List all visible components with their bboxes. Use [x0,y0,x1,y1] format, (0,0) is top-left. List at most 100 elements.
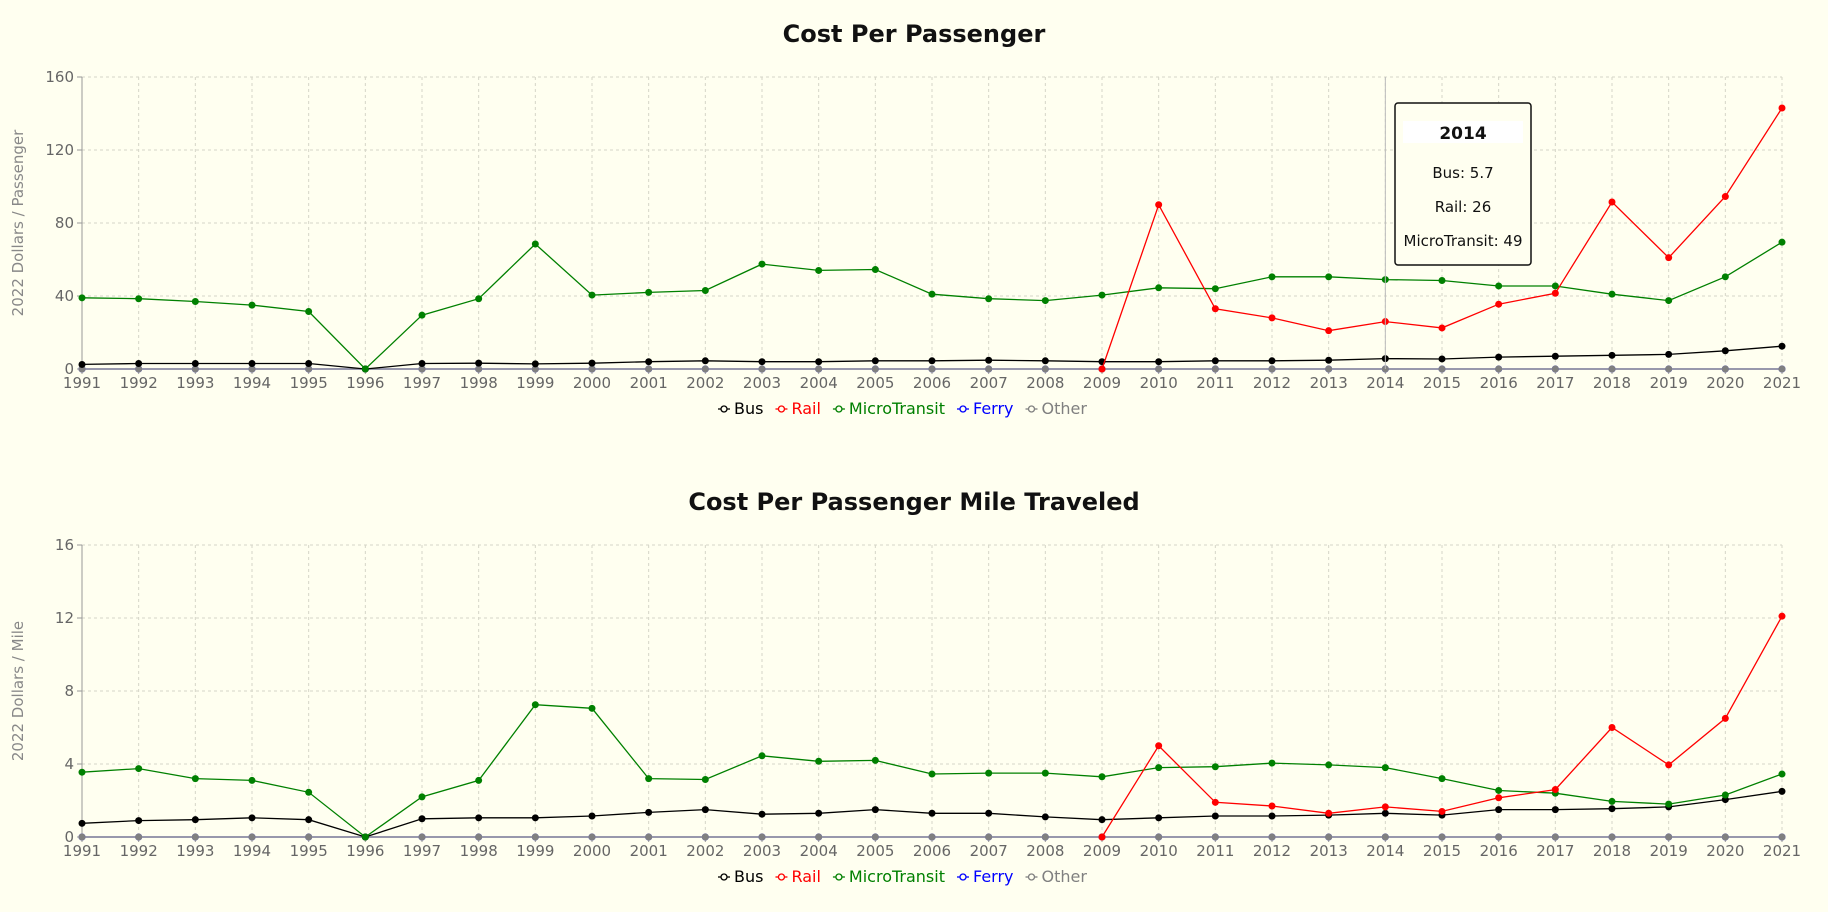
data-point-microtransit[interactable] [1041,297,1049,305]
data-point-other[interactable] [191,833,199,841]
legend-item-rail[interactable]: Rail [775,399,821,418]
data-point-other[interactable] [1211,365,1219,373]
data-point-other[interactable] [1665,365,1673,373]
data-point-rail[interactable] [1098,365,1106,373]
data-point-other[interactable] [191,365,199,373]
legend-item-other[interactable]: Other [1025,399,1088,418]
data-point-microtransit[interactable] [135,765,143,773]
series-rail[interactable] [1098,612,1786,841]
data-point-bus[interactable] [418,815,426,823]
data-point-bus[interactable] [1268,812,1276,820]
data-point-microtransit[interactable] [1098,291,1106,299]
data-point-microtransit[interactable] [645,288,653,296]
data-point-rail[interactable] [1495,300,1503,308]
data-point-bus[interactable] [1155,814,1163,822]
data-point-microtransit[interactable] [758,260,766,268]
data-point-bus[interactable] [305,816,313,824]
data-point-bus[interactable] [1211,357,1219,365]
data-point-bus[interactable] [475,359,483,367]
data-point-microtransit[interactable] [78,294,86,302]
data-point-other[interactable] [588,833,596,841]
legend-item-bus[interactable]: Bus [718,867,763,886]
data-point-other[interactable] [248,833,256,841]
data-point-microtransit[interactable] [1608,290,1616,298]
cost-per-passenger-chart[interactable]: Cost Per Passenger 2022 Dollars / Passeng… [0,0,1828,456]
data-point-rail[interactable] [1721,714,1729,722]
data-point-other[interactable] [1268,365,1276,373]
data-point-other[interactable] [135,365,143,373]
data-point-bus[interactable] [135,817,143,825]
data-point-rail[interactable] [1155,201,1163,209]
data-point-bus[interactable] [985,809,993,817]
data-point-rail[interactable] [1495,794,1503,802]
cost-per-passenger-mile-chart[interactable]: Cost Per Passenger Mile Traveled 2022 Dol… [0,456,1828,912]
data-point-bus[interactable] [645,358,653,366]
data-point-bus[interactable] [248,814,256,822]
data-point-bus[interactable] [1551,806,1559,814]
data-point-microtransit[interactable] [531,701,539,709]
data-point-microtransit[interactable] [418,793,426,801]
series-microtransit[interactable] [78,701,1786,841]
data-point-microtransit[interactable] [1325,273,1333,281]
data-point-microtransit[interactable] [701,287,709,295]
data-point-other[interactable] [1495,365,1503,373]
data-point-other[interactable] [1438,833,1446,841]
data-point-bus[interactable] [1778,342,1786,350]
data-point-bus[interactable] [588,359,596,367]
data-point-microtransit[interactable] [191,297,199,305]
data-point-rail[interactable] [1098,833,1106,841]
data-point-other[interactable] [1268,833,1276,841]
data-point-other[interactable] [588,365,596,373]
data-point-other[interactable] [871,365,879,373]
data-point-other[interactable] [1778,833,1786,841]
data-point-other[interactable] [758,365,766,373]
data-point-microtransit[interactable] [1098,773,1106,781]
data-point-bus[interactable] [871,357,879,365]
data-point-bus[interactable] [78,360,86,368]
data-point-other[interactable] [475,365,483,373]
data-point-other[interactable] [531,833,539,841]
data-point-bus[interactable] [531,360,539,368]
data-point-other[interactable] [1155,833,1163,841]
data-point-other[interactable] [305,833,313,841]
data-point-microtransit[interactable] [191,775,199,783]
data-point-microtransit[interactable] [475,776,483,784]
data-point-bus[interactable] [1155,358,1163,366]
data-point-bus[interactable] [871,806,879,814]
data-point-bus[interactable] [815,358,823,366]
data-point-microtransit[interactable] [1438,775,1446,783]
data-point-bus[interactable] [1665,350,1673,358]
series-rail[interactable] [1098,104,1786,373]
data-point-microtransit[interactable] [1551,282,1559,290]
data-point-other[interactable] [928,833,936,841]
data-point-microtransit[interactable] [361,833,369,841]
data-point-microtransit[interactable] [1495,282,1503,290]
data-point-other[interactable] [1778,365,1786,373]
data-point-bus[interactable] [1495,806,1503,814]
data-point-rail[interactable] [1211,798,1219,806]
series-microtransit[interactable] [78,238,1786,373]
data-point-bus[interactable] [475,814,483,822]
data-point-microtransit[interactable] [1268,273,1276,281]
data-point-other[interactable] [1211,833,1219,841]
data-point-bus[interactable] [928,809,936,817]
data-point-microtransit[interactable] [1041,769,1049,777]
data-point-microtransit[interactable] [1608,797,1616,805]
data-point-microtransit[interactable] [1155,764,1163,772]
data-point-bus[interactable] [701,357,709,365]
legend-item-ferry[interactable]: Ferry [956,399,1014,418]
data-point-bus[interactable] [418,360,426,368]
data-point-other[interactable] [1608,833,1616,841]
data-point-bus[interactable] [191,816,199,824]
data-point-microtransit[interactable] [928,290,936,298]
data-point-microtransit[interactable] [871,266,879,274]
data-point-bus[interactable] [191,360,199,368]
data-point-rail[interactable] [1268,314,1276,322]
data-point-other[interactable] [1551,833,1559,841]
data-point-rail[interactable] [1381,803,1389,811]
data-point-microtransit[interactable] [871,756,879,764]
data-point-rail[interactable] [1608,724,1616,731]
data-point-other[interactable] [135,833,143,841]
data-point-rail[interactable] [1325,327,1333,335]
data-point-other[interactable] [1495,833,1503,841]
